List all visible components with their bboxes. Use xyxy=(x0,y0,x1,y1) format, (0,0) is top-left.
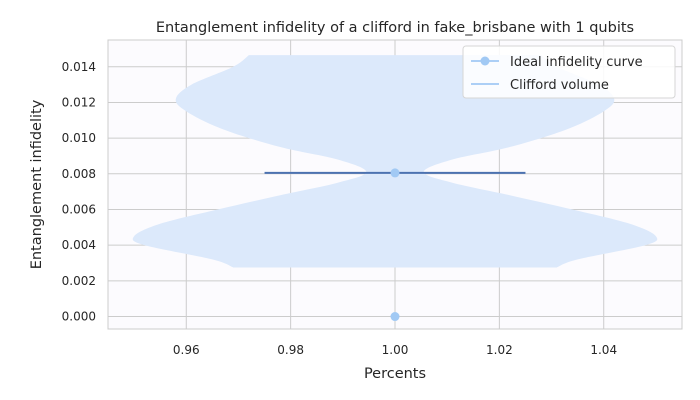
y-tick-label: 0.010 xyxy=(62,131,96,145)
ideal-infidelity-point xyxy=(390,312,400,322)
x-tick-labels: 0.96 0.98 1.00 1.02 1.04 xyxy=(173,343,617,357)
x-tick-label: 0.96 xyxy=(173,343,200,357)
y-tick-label: 0.004 xyxy=(62,238,96,252)
x-axis-label: Percents xyxy=(364,366,426,382)
x-tick-label: 1.00 xyxy=(382,343,409,357)
plot-frame xyxy=(107,39,683,330)
y-tick-label: 0.014 xyxy=(62,60,96,74)
y-tick-label: 0.002 xyxy=(62,274,96,288)
y-tick-label: 0.008 xyxy=(62,167,96,181)
legend-label-volume: Clifford volume xyxy=(510,78,609,93)
ideal-infidelity-point xyxy=(390,168,400,178)
y-axis-label: Entanglement infidelity xyxy=(29,99,45,269)
violin-body xyxy=(132,55,658,268)
legend-box xyxy=(462,45,676,99)
series-layer xyxy=(390,168,400,322)
y-tick-label: 0.000 xyxy=(62,310,96,324)
chart-title: Entanglement infidelity of a clifford in… xyxy=(156,20,634,36)
y-tick-label: 0.006 xyxy=(62,202,96,216)
y-tick-label: 0.012 xyxy=(62,95,96,109)
y-tick-labels: 0.000 0.002 0.004 0.006 0.008 0.010 0.012 0.014 xyxy=(62,60,96,324)
x-tick-label: 1.02 xyxy=(486,343,513,357)
legend-label-ideal: Ideal infidelity curve xyxy=(510,55,643,70)
x-tick-label: 0.98 xyxy=(277,343,304,357)
legend-marker-ideal xyxy=(480,56,490,66)
legend: Ideal infidelity curve Clifford volume xyxy=(462,45,676,99)
x-tick-label: 1.04 xyxy=(590,343,617,357)
